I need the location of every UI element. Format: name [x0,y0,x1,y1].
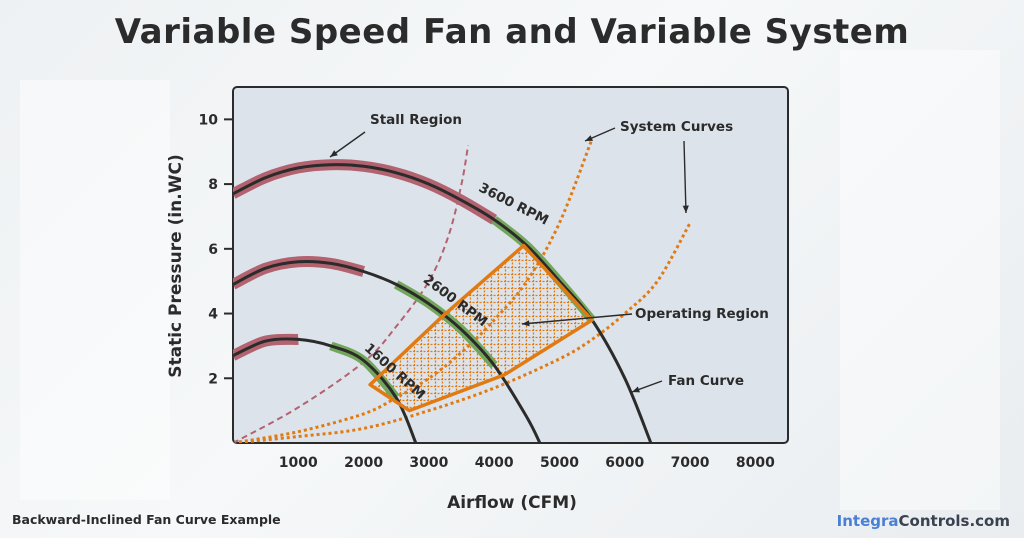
chart-title: Variable Speed Fan and Variable System [114,12,910,52]
stall-line-layer [233,145,470,443]
annotation-label: Fan Curve [668,373,744,389]
caption: Backward-Inclined Fan Curve Example [12,512,281,527]
x-axis-label: Airflow (CFM) [447,493,577,513]
annotation-arrow-head [522,320,530,327]
brand-part-2: Controls.com [898,512,1010,530]
operating-region-outline [368,243,594,413]
fan-curve-line [233,337,418,443]
annotation-arrow-line [521,313,633,325]
operating-region-fill [370,245,593,411]
annotation-label: Operating Region [635,306,769,322]
annotation-arrow-head [585,135,593,141]
system-curve [233,138,594,443]
operating-region-layer [370,245,593,411]
annotation-label: System Curves [620,119,733,135]
y-tick-label: 6 [208,242,218,258]
y-tick-label: 4 [208,307,218,323]
x-tick-label: 8000 [736,455,775,471]
system-curves-layer [233,138,692,443]
y-axis-label: Static Pressure (in.WC) [166,154,186,378]
stall-line [233,145,470,443]
fan-curve-line [233,259,542,443]
annotation-arrow-head [632,386,640,393]
x-axis-ticks: 1000 2000 3000 4000 5000 6000 7000 8000 [279,455,775,471]
x-tick-label: 2000 [344,455,383,471]
y-axis-ticks: 2 4 6 8 10 [199,112,233,387]
operating-region-outline-layer [368,243,594,413]
x-tick-label: 4000 [475,455,514,471]
y-tick-label: 2 [208,371,218,387]
x-tick-label: 3000 [409,455,448,471]
brand-logo: IntegraControls.com [837,512,1010,530]
brand-part-1: Integra [836,512,899,530]
x-tick-label: 7000 [671,455,710,471]
x-tick-label: 1000 [279,455,318,471]
annotation-arrow-line [683,140,687,214]
x-tick-label: 5000 [540,455,579,471]
y-tick-label: 8 [208,177,218,193]
annotation-arrow-head [330,150,338,157]
annotation-label: Stall Region [370,112,462,128]
y-tick-label: 10 [199,112,219,128]
annotation-arrow-head [682,205,689,213]
x-tick-label: 6000 [605,455,644,471]
